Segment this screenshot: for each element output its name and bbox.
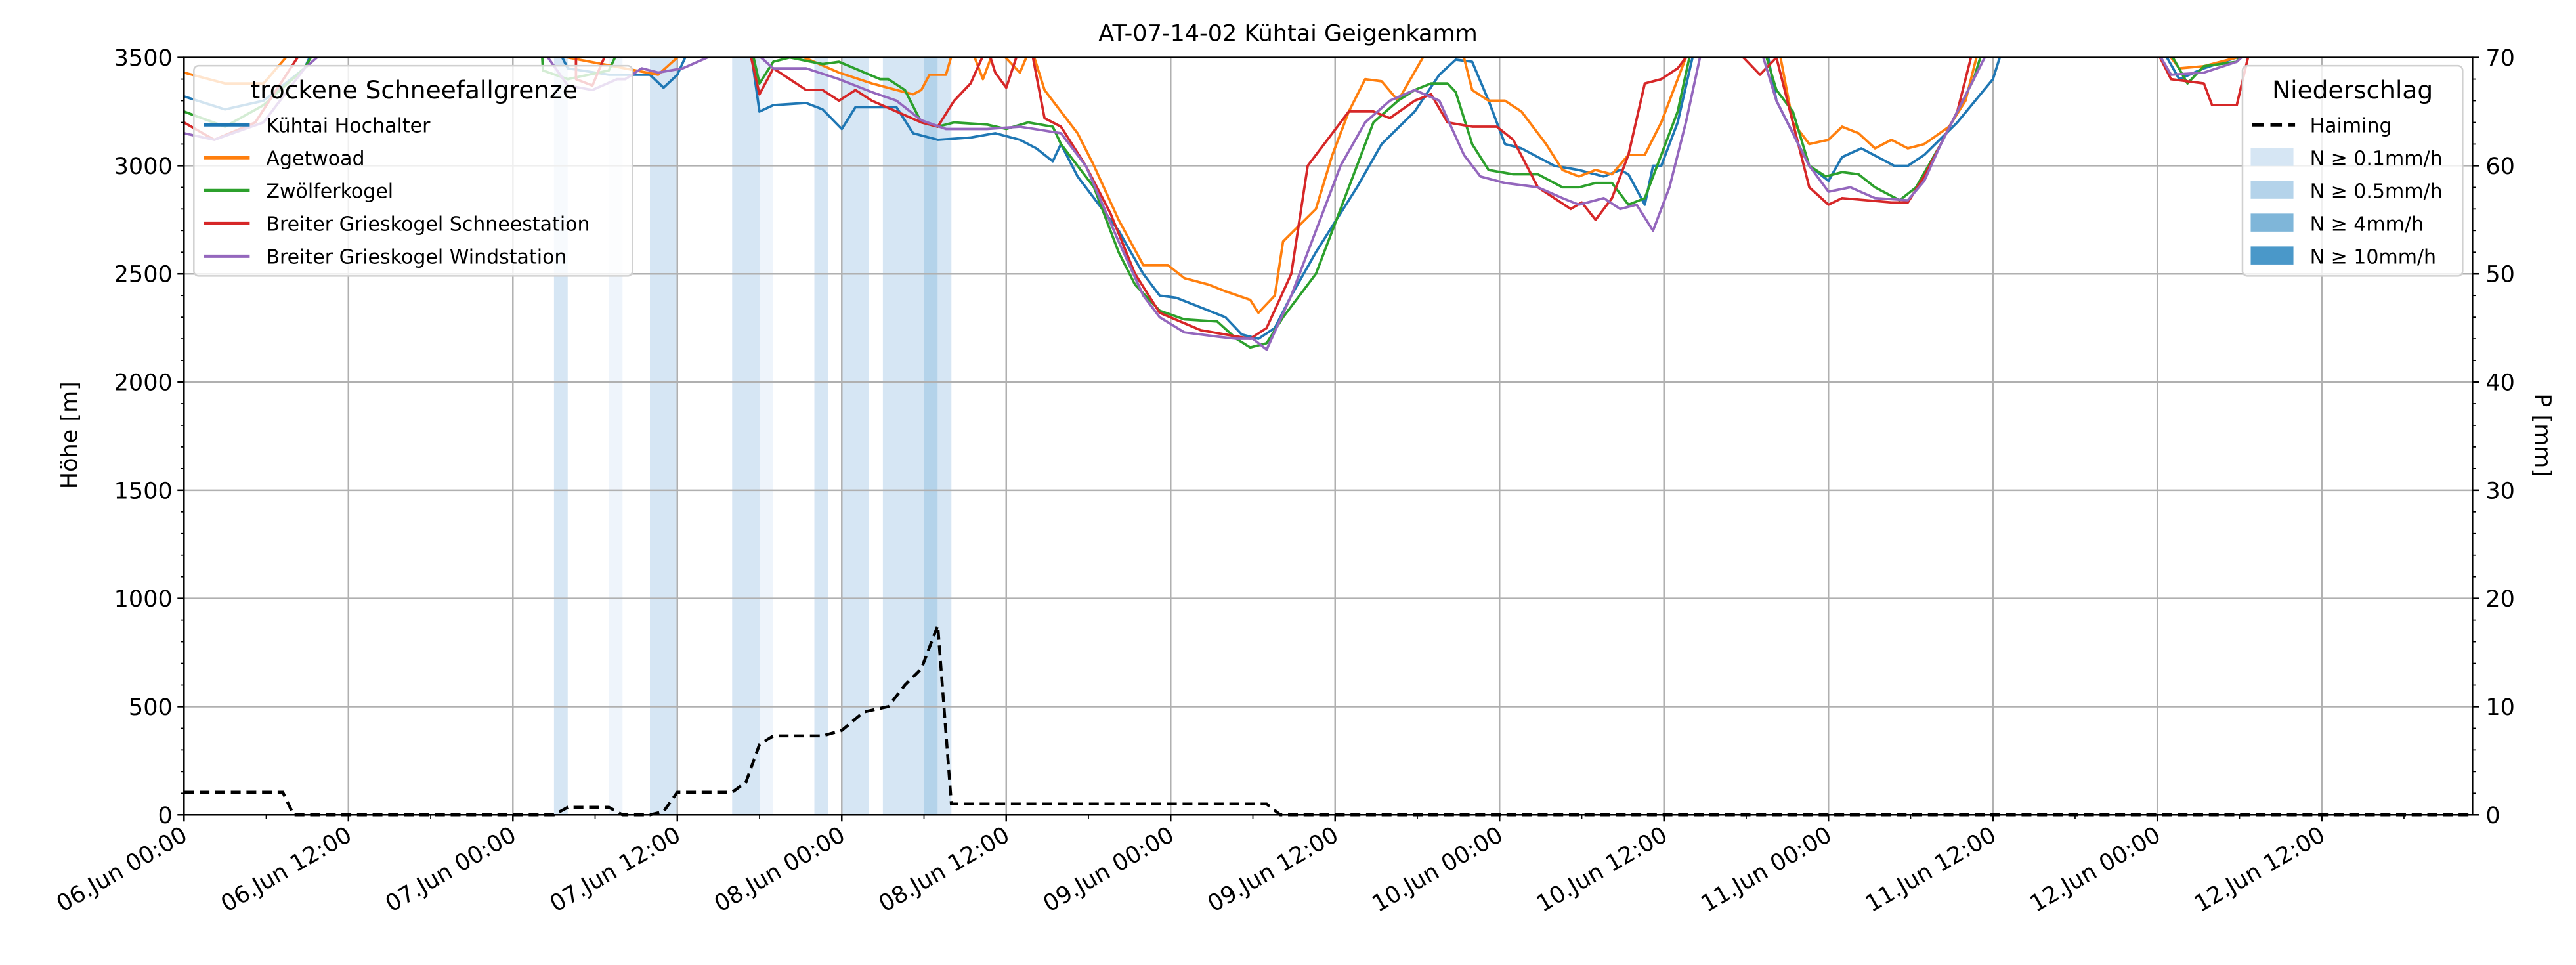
- series-lines: [184, 57, 2250, 351]
- y2-tick-label: 10: [2485, 694, 2515, 721]
- legend-label: Haiming: [2310, 114, 2392, 137]
- y-axis-label: Höhe [m]: [56, 381, 83, 489]
- legend-label: Zwölferkogel: [266, 181, 393, 204]
- legend-swatch-precip: [2250, 148, 2294, 166]
- y-tick-label: 2000: [114, 370, 173, 397]
- x-tick-label: 06.Jun 00:00: [52, 821, 192, 918]
- chart-title: AT-07-14-02 Kühtai Geigenkamm: [1098, 20, 1477, 47]
- x-tick-label: 10.Jun 12:00: [1532, 821, 1672, 918]
- y-tick-label: 3500: [114, 45, 173, 72]
- legend-swatch-precip: [2250, 181, 2294, 199]
- y2-tick-label: 0: [2485, 802, 2500, 829]
- x-tick-label: 08.Jun 00:00: [710, 821, 849, 918]
- y-tick-label: 500: [129, 694, 173, 721]
- y2-tick-label: 70: [2485, 45, 2515, 72]
- legend-label: Agetwoad: [266, 148, 364, 171]
- x-tick-label: 10.Jun 00:00: [1367, 821, 1507, 918]
- y-tick-label: 1500: [114, 477, 173, 504]
- precip-line-haiming: [184, 625, 2473, 817]
- legend-box: [2241, 64, 2464, 277]
- legend-label: N ≥ 0.5mm/h: [2310, 181, 2443, 204]
- x-tick-label: 09.Jun 12:00: [1203, 821, 1343, 918]
- precip-band: [842, 57, 870, 815]
- x-tick-label: 11.Jun 12:00: [1861, 821, 2001, 918]
- precip-band: [732, 57, 760, 815]
- y-tick-label: 2500: [114, 261, 173, 288]
- x-tick-label: 08.Jun 12:00: [874, 821, 1014, 918]
- legend-swatch-precip: [2250, 213, 2294, 232]
- legend-snowfall-limit: trockene Schneefallgrenze Kühtai Hochalte…: [193, 64, 633, 277]
- legend-label: Breiter Grieskogel Schneestation: [266, 213, 590, 236]
- x-tick-label: 12.Jun 00:00: [2025, 821, 2165, 918]
- series-line-4: [184, 57, 2250, 340]
- legend-label: Kühtai Hochalter: [266, 114, 431, 137]
- legend-precipitation: Niederschlag Haiming N ≥ 0.1mm/h N ≥ 0.5mm/…: [2241, 64, 2464, 277]
- precip-band: [924, 57, 938, 815]
- y2-tick-label: 50: [2485, 261, 2515, 288]
- y2-tick-label: 30: [2485, 477, 2515, 504]
- y2-axis-label: P [mm]: [2529, 393, 2556, 477]
- legend-label: N ≥ 4mm/h: [2310, 213, 2424, 236]
- precip-band: [814, 57, 828, 815]
- x-tick-label: 12.Jun 12:00: [2190, 821, 2330, 918]
- legend-title: Niederschlag: [2272, 75, 2433, 104]
- series-line-5: [184, 57, 2244, 351]
- x-tick-label: 09.Jun 00:00: [1039, 821, 1178, 918]
- series-line-2: [184, 57, 2239, 314]
- precip-band: [882, 57, 924, 815]
- legend-title: trockene Schneefallgrenze: [250, 75, 577, 104]
- legend-label: N ≥ 0.1mm/h: [2310, 148, 2443, 171]
- x-tick-label: 06.Jun 12:00: [217, 821, 356, 918]
- plot-frame: [183, 56, 2474, 816]
- legend-label: Breiter Grieskogel Windstation: [266, 246, 567, 269]
- y2-tick-label: 60: [2485, 153, 2515, 180]
- y2-tick-label: 20: [2485, 586, 2515, 612]
- y-tick-label: 1000: [114, 586, 173, 612]
- precip-band: [650, 57, 677, 815]
- precip-line: [184, 625, 2473, 817]
- legend-box: [193, 64, 633, 277]
- y2-tick-label: 40: [2485, 370, 2515, 397]
- y-tick-label: 3000: [114, 153, 173, 180]
- x-tick-label: 11.Jun 00:00: [1696, 821, 1836, 918]
- precip-band: [937, 57, 952, 815]
- legend-label: N ≥ 10mm/h: [2310, 246, 2437, 269]
- y-tick-label: 0: [158, 802, 172, 829]
- x-tick-label: 07.Jun 12:00: [546, 821, 685, 918]
- legend-swatch-precip: [2250, 246, 2294, 265]
- x-tick-label: 07.Jun 00:00: [381, 821, 521, 918]
- precip-band: [760, 57, 773, 815]
